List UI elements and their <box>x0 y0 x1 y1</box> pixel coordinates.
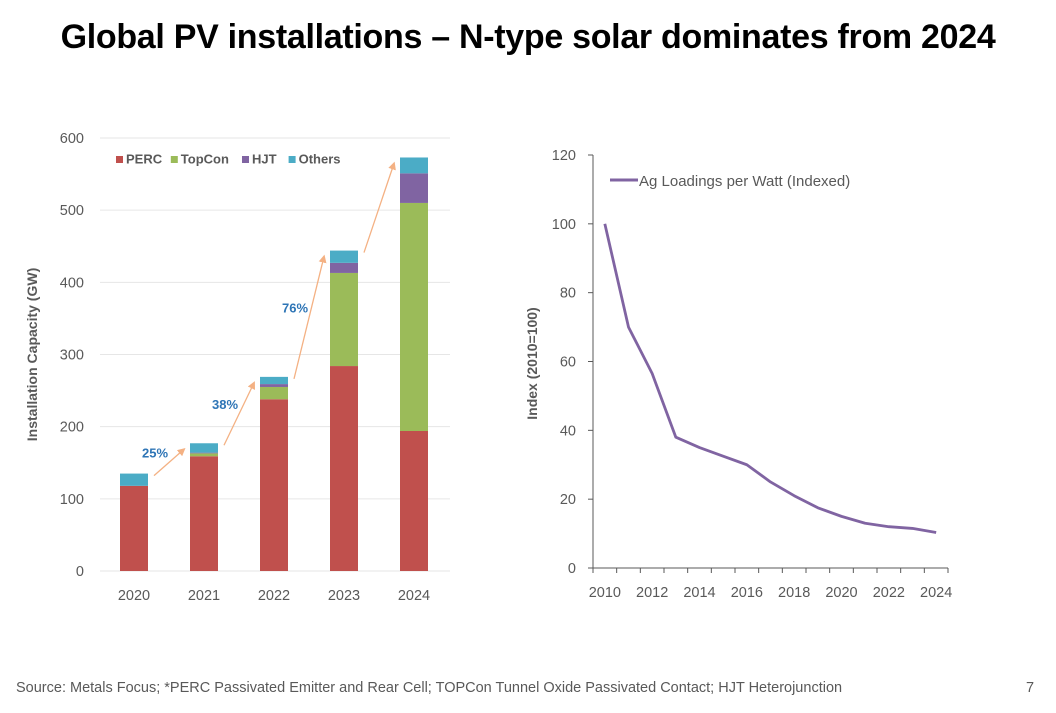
y-axis-title: Index (2010=100) <box>524 307 540 419</box>
bar-segment-perc <box>260 399 288 571</box>
y-tick-label: 500 <box>60 203 84 219</box>
y-axis-title: Installation Capacity (GW) <box>24 268 40 441</box>
x-tick-label: 2012 <box>636 585 668 601</box>
legend-swatch-others <box>288 156 296 163</box>
bar-segment-others <box>120 473 148 486</box>
bar-segment-others <box>330 250 358 263</box>
y-tick-label: 0 <box>76 564 84 580</box>
bar-segment-hjt <box>190 452 218 454</box>
bar-segment-perc <box>330 366 358 571</box>
bar-segment-others <box>400 157 428 174</box>
x-tick-label: 2020 <box>825 585 857 601</box>
y-tick-label: 0 <box>568 561 576 577</box>
growth-label: 76% <box>282 301 308 316</box>
bar-segment-others <box>190 443 218 453</box>
legend-label: Ag Loadings per Watt (Indexed) <box>639 173 850 190</box>
growth-label: 38% <box>212 397 238 412</box>
bar-segment-hjt <box>260 384 288 387</box>
y-tick-label: 100 <box>60 492 84 508</box>
y-tick-label: 600 <box>60 131 84 147</box>
x-tick-label: 2024 <box>920 585 952 601</box>
x-tick-label: 2014 <box>683 585 715 601</box>
growth-arrow <box>363 161 396 253</box>
growth-arrow <box>223 381 256 446</box>
y-tick-label: 100 <box>552 217 576 233</box>
x-tick-label: 2016 <box>731 585 763 601</box>
legend-label-topcon: TopCon <box>181 152 229 167</box>
bar-segment-hjt <box>400 173 428 203</box>
y-tick-label: 300 <box>60 348 84 364</box>
page-number: 7 <box>1026 680 1035 696</box>
bar-segment-topcon <box>260 386 288 400</box>
legend-swatch-hjt <box>242 156 249 163</box>
y-tick-label: 80 <box>560 286 576 302</box>
x-tick-label: 2022 <box>258 588 290 604</box>
y-tick-label: 200 <box>60 420 84 436</box>
y-tick-label: 60 <box>560 355 576 371</box>
x-tick-label: 2020 <box>118 588 150 604</box>
bar-segment-topcon <box>330 272 358 367</box>
legend-swatch-perc <box>116 156 123 163</box>
series-line <box>603 223 937 534</box>
growth-arrow <box>293 254 327 380</box>
legend-label-perc: PERC <box>126 152 163 167</box>
bar-segment-hjt <box>330 262 358 273</box>
y-tick-label: 120 <box>552 148 576 164</box>
bar-segment-topcon <box>190 453 218 457</box>
x-tick-label: 2010 <box>589 585 621 601</box>
bar-segment-topcon <box>400 202 428 431</box>
legend-label-others: Others <box>299 152 341 167</box>
y-tick-label: 40 <box>560 423 576 439</box>
legend-label-hjt: HJT <box>252 152 277 167</box>
x-tick-label: 2023 <box>328 588 360 604</box>
growth-arrow <box>153 447 186 477</box>
x-tick-label: 2024 <box>398 588 430 604</box>
y-tick-label: 20 <box>560 492 576 508</box>
x-tick-label: 2022 <box>873 585 905 601</box>
x-tick-label: 2021 <box>188 588 220 604</box>
source-footnote: Source: Metals Focus; *PERC Passivated E… <box>16 680 843 696</box>
slide-title: Global PV installations – N-type solar d… <box>60 18 996 56</box>
bar-segment-perc <box>120 485 148 571</box>
growth-label: 25% <box>142 445 168 460</box>
x-tick-label: 2018 <box>778 585 810 601</box>
bar-segment-others <box>260 376 288 385</box>
y-tick-label: 400 <box>60 275 84 291</box>
bar-segment-perc <box>190 456 218 571</box>
legend-swatch-topcon <box>170 156 178 163</box>
bar-segment-perc <box>400 430 428 571</box>
